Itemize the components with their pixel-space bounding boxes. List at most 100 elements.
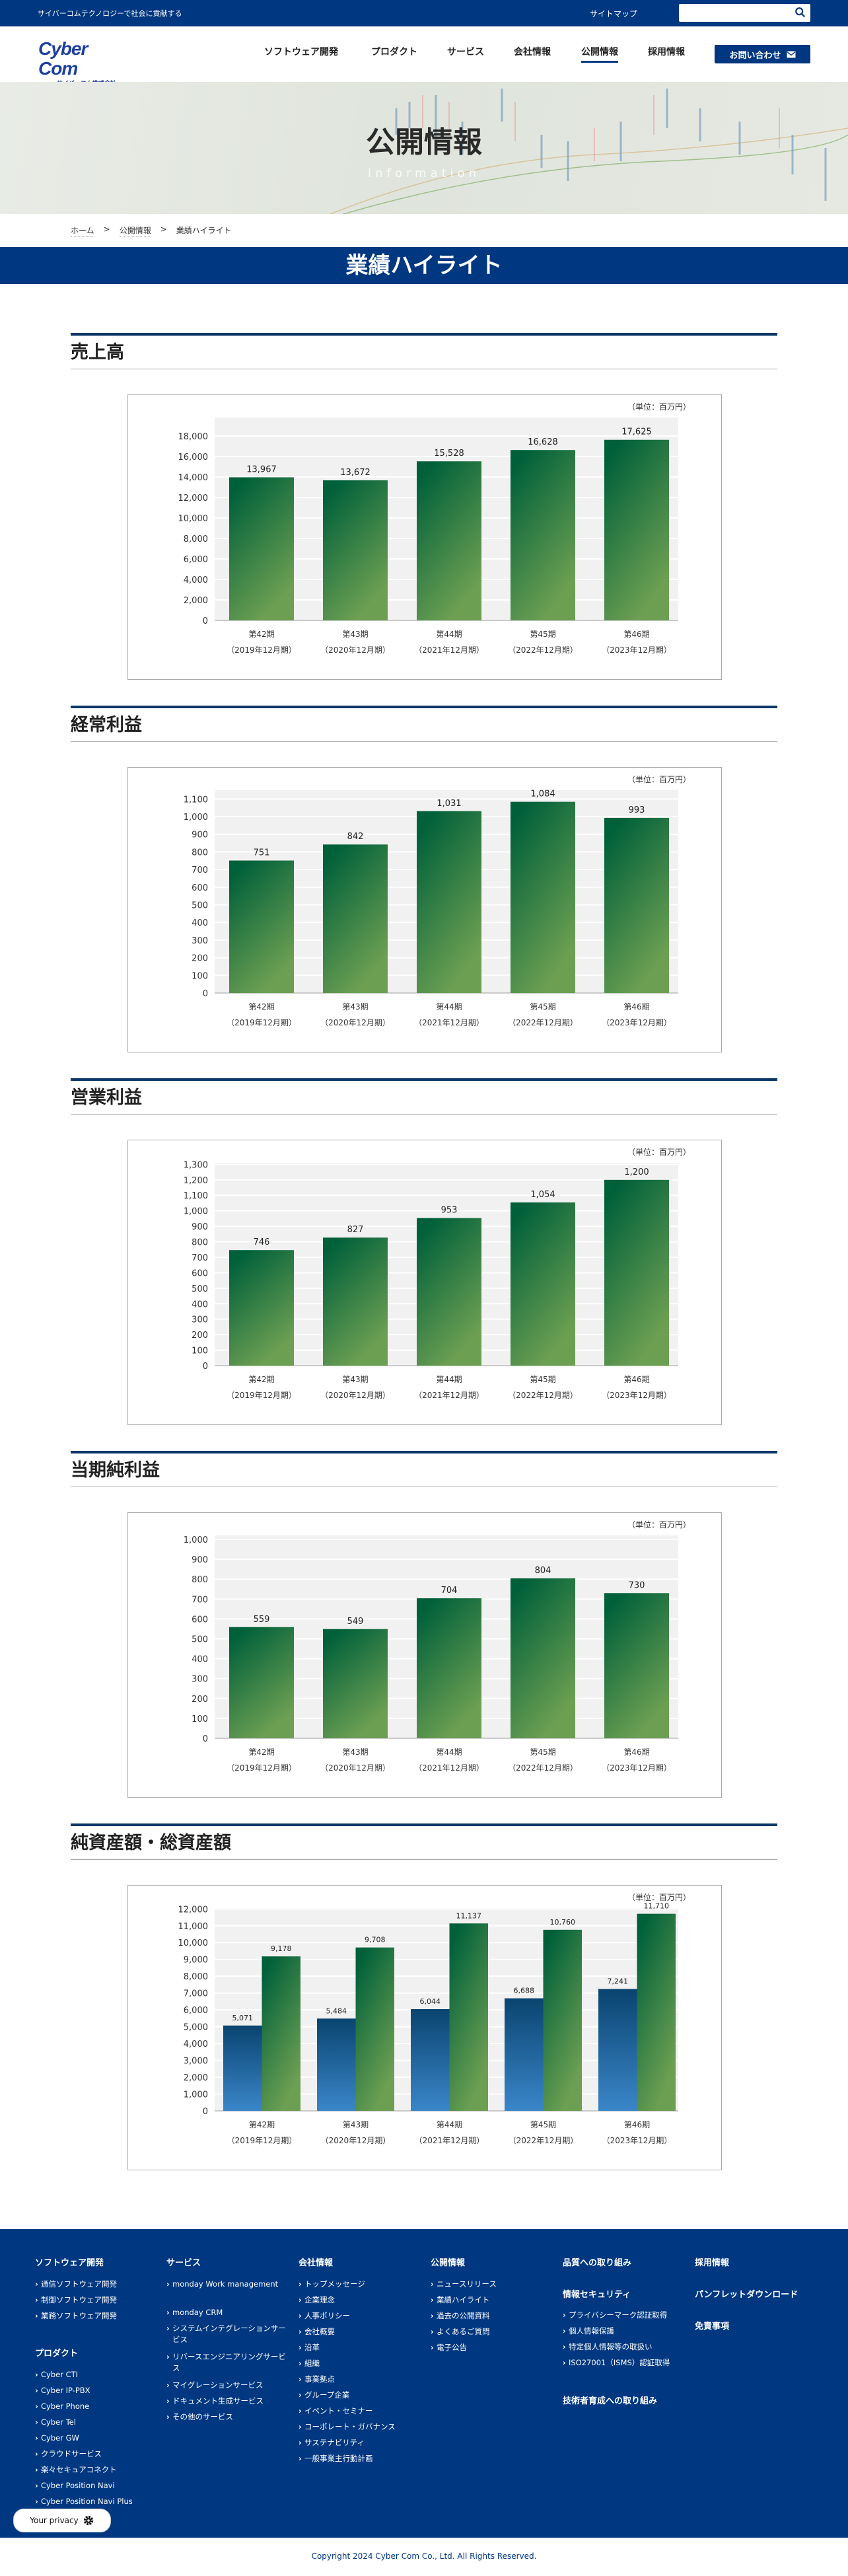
x-period-label: （2019年12月期）: [227, 1018, 297, 1027]
data-label: 13,967: [246, 464, 277, 474]
footer-link[interactable]: サステナビリティ: [299, 2437, 423, 2448]
x-category-label: 第45期: [530, 1375, 555, 1384]
footer-heading-link[interactable]: 品質への取り組み: [563, 2258, 632, 2268]
bar-chart: （単位：百万円） 0 100 200 300 400 500 600 700 800 900 1,00…: [184, 774, 691, 1027]
nav-service[interactable]: サービス: [447, 47, 484, 57]
search-icon[interactable]: [795, 7, 806, 18]
hero-subtitle: Information: [367, 166, 481, 180]
footer-heading-link[interactable]: サービス: [166, 2258, 201, 2268]
site-header: Cyber Com サイバーコム株式会社 ソフトウェア開発 プロダクト サービス…: [0, 26, 848, 88]
footer-link[interactable]: Cyber Position Navi: [35, 2480, 160, 2491]
footer-link[interactable]: 業務ソフトウェア開発: [35, 2310, 160, 2322]
footer-heading-link[interactable]: 採用情報: [695, 2258, 730, 2268]
x-period-label: （2022年12月期）: [508, 645, 578, 655]
y-tick-label: 200: [192, 1331, 208, 1341]
chart-section: 経常利益 （単位：百万円） 0 100 200 300 400 500 600 700 800 90…: [71, 706, 777, 1052]
y-tick-label: 300: [192, 1315, 208, 1325]
footer-link[interactable]: システムインテグレーションサービス: [166, 2323, 291, 2345]
footer-link[interactable]: 会社概要: [299, 2326, 423, 2337]
footer-link[interactable]: リバースエンジニアリングサービス: [166, 2351, 291, 2374]
y-tick-label: 400: [192, 1655, 208, 1665]
bar: [543, 1929, 582, 2111]
footer-link[interactable]: マイグレーションサービス: [166, 2380, 291, 2391]
x-period-label: （2020年12月期）: [320, 1763, 390, 1773]
x-category-label: 第42期: [248, 1002, 274, 1012]
chart-section: 純資産額・総資産額 （単位：百万円） 0 1,000 2,000 3,000 4,000 5…: [71, 1823, 777, 2170]
footer-link[interactable]: コーポレート・ガバナンス: [299, 2421, 423, 2433]
footer-link[interactable]: 特定個人情報等の取扱い: [563, 2341, 688, 2353]
footer-link[interactable]: monday Work management: [166, 2279, 291, 2290]
footer-link[interactable]: monday CRM: [166, 2307, 291, 2318]
footer-link[interactable]: ニュースリリース: [431, 2279, 555, 2290]
nav-recruit[interactable]: 採用情報: [648, 47, 685, 57]
footer-link[interactable]: 楽々セキュアコネクト: [35, 2464, 160, 2476]
footer-link[interactable]: グループ企業: [299, 2390, 423, 2401]
footer-heading-link[interactable]: ソフトウェア開発: [35, 2258, 104, 2268]
footer-link[interactable]: ドキュメント生成サービス: [166, 2396, 291, 2407]
footer-link[interactable]: 電子公告: [431, 2342, 555, 2353]
footer-link[interactable]: プライバシーマーク認証取得: [563, 2310, 688, 2321]
y-tick-label: 800: [192, 848, 208, 858]
footer-link[interactable]: 個人情報保護: [563, 2326, 688, 2337]
contact-button[interactable]: お問い合わせ: [715, 45, 810, 63]
section-title: 当期純利益: [71, 1454, 777, 1487]
footer-link[interactable]: 企業理念: [299, 2295, 423, 2306]
footer-link[interactable]: Cyber Tel: [35, 2417, 160, 2428]
bar: [604, 439, 669, 620]
data-label: 16,628: [528, 437, 558, 447]
footer-link[interactable]: 通信ソフトウェア開発: [35, 2279, 160, 2290]
nav-ir[interactable]: 公開情報: [581, 45, 618, 63]
footer-link[interactable]: イベント・セミナー: [299, 2406, 423, 2417]
footer-link[interactable]: Cyber GW: [35, 2433, 160, 2444]
y-tick-label: 0: [203, 1734, 208, 1744]
logo[interactable]: Cyber Com サイバーコム株式会社: [38, 39, 131, 88]
footer-heading-link[interactable]: 技術者育成への取り組み: [563, 2396, 658, 2406]
data-label: 1,031: [437, 799, 461, 809]
footer-link[interactable]: 業績ハイライト: [431, 2295, 555, 2306]
footer-link[interactable]: Cyber Position Navi Plus: [35, 2496, 160, 2507]
footer-link[interactable]: Cyber Phone: [35, 2401, 160, 2412]
footer-link[interactable]: 過去の公開資料: [431, 2310, 555, 2322]
footer-link[interactable]: 組織: [299, 2358, 423, 2369]
sitemap-link[interactable]: サイトマップ: [590, 9, 638, 18]
footer-heading-link[interactable]: パンフレットダウンロード: [695, 2290, 798, 2300]
data-label: 1,084: [530, 790, 555, 799]
footer-heading-link[interactable]: プロダクト: [35, 2349, 79, 2359]
footer-link[interactable]: 沿革: [299, 2342, 423, 2353]
footer-link[interactable]: 事業拠点: [299, 2374, 423, 2385]
nav-software[interactable]: ソフトウェア開発: [264, 47, 338, 57]
x-category-label: 第45期: [530, 1002, 555, 1012]
footer-link[interactable]: 制御ソフトウェア開発: [35, 2295, 160, 2306]
footer-heading-link[interactable]: 公開情報: [431, 2258, 466, 2268]
privacy-button[interactable]: Your privacy: [13, 2509, 111, 2532]
y-tick-label: 10,000: [178, 1938, 209, 1948]
bar-chart: （単位：百万円） 0 2,000 4,000 6,000 8,000 10,000 12,00…: [178, 402, 691, 655]
y-tick-label: 9,000: [184, 1956, 208, 1966]
x-category-label: 第42期: [248, 1375, 274, 1384]
nav-company[interactable]: 会社情報: [514, 47, 551, 57]
search-input[interactable]: [679, 4, 810, 22]
footer-link[interactable]: Cyber IP-PBX: [35, 2385, 160, 2396]
y-tick-label: 100: [192, 1714, 208, 1724]
footer-link[interactable]: ISO27001（ISMS）認証取得: [563, 2357, 688, 2369]
footer-link[interactable]: Cyber CTI: [35, 2369, 160, 2380]
x-period-label: （2020年12月期）: [320, 1391, 390, 1400]
footer-heading-link[interactable]: 免責事項: [695, 2322, 730, 2332]
footer-link[interactable]: 人事ポリシー: [299, 2310, 423, 2322]
footer-heading-link[interactable]: 会社情報: [299, 2258, 334, 2268]
footer-link[interactable]: トップメッセージ: [299, 2279, 423, 2290]
privacy-label: Your privacy: [30, 2516, 79, 2525]
footer-heading-link[interactable]: 情報セキュリティ: [563, 2290, 631, 2300]
breadcrumb-ir[interactable]: 公開情報: [119, 226, 151, 237]
footer-link[interactable]: よくあるご質問: [431, 2326, 555, 2337]
y-tick-label: 6,000: [184, 555, 208, 565]
data-label: 746: [254, 1237, 270, 1247]
footer-link[interactable]: その他のサービス: [166, 2411, 291, 2423]
data-label: 827: [347, 1225, 364, 1235]
footer-link[interactable]: 一般事業主行動計画: [299, 2453, 423, 2464]
x-category-label: 第44期: [436, 1002, 462, 1012]
breadcrumb-home[interactable]: ホーム: [71, 226, 94, 237]
y-tick-label: 500: [192, 901, 208, 911]
nav-product[interactable]: プロダクト: [371, 47, 417, 57]
footer-link[interactable]: クラウドサービス: [35, 2448, 160, 2460]
